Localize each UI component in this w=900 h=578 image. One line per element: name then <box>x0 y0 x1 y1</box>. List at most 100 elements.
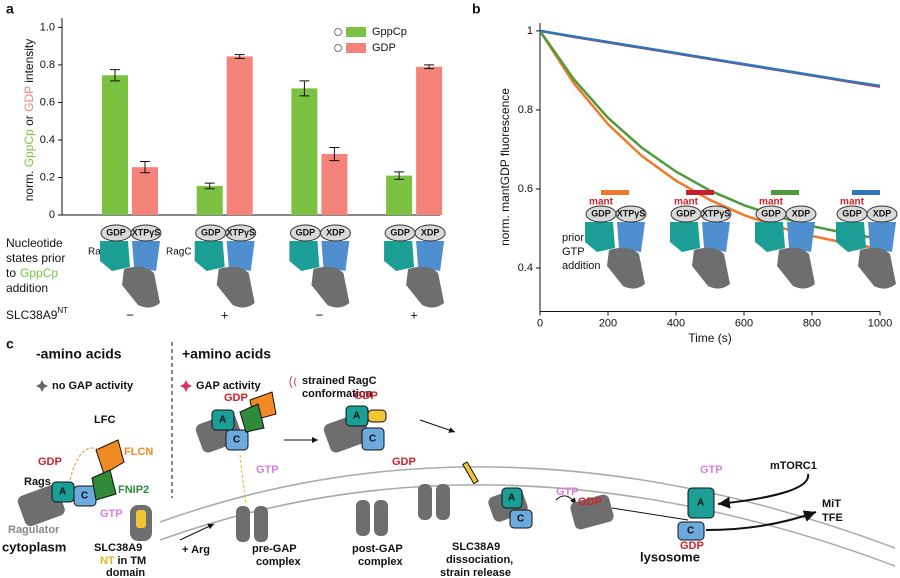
panel-label: b <box>472 1 481 17</box>
slc38a9 <box>254 506 268 542</box>
label: complex <box>358 556 404 568</box>
mant-label: mant <box>589 197 614 208</box>
ragc <box>868 222 896 252</box>
label-part: or <box>22 112 36 129</box>
ragc <box>416 241 445 271</box>
label: GDP <box>354 390 378 402</box>
condition: +amino acids <box>182 346 271 362</box>
arrow <box>705 510 817 531</box>
key-label: strained RagC <box>302 375 377 387</box>
inset-note: GTP <box>562 246 585 258</box>
label: post-GAP <box>352 543 403 555</box>
label: FNIP2 <box>118 484 149 496</box>
key-label: GAP activity <box>196 380 261 392</box>
ragc <box>321 241 350 271</box>
label: LFC <box>94 414 115 426</box>
nucleotide-oval <box>319 224 351 242</box>
mant-label: mant <box>759 197 784 208</box>
label: FLCN <box>124 446 153 458</box>
label: GDP <box>680 540 704 552</box>
ragulator <box>858 247 896 289</box>
panel-label: c <box>6 336 14 352</box>
label: GDP <box>38 456 62 468</box>
nucleotide-label: XTPγS <box>617 208 646 218</box>
panel-label: a <box>6 1 14 17</box>
nucleotide-oval <box>615 205 647 223</box>
label-part: GppCp <box>22 129 36 167</box>
ragulator <box>406 266 445 308</box>
bar <box>196 185 223 215</box>
label: complex <box>256 556 302 568</box>
link <box>239 454 247 505</box>
label: GTP <box>256 464 279 476</box>
raga <box>100 241 130 271</box>
bar <box>226 56 253 215</box>
flcn <box>95 439 125 475</box>
y-axis-label: norm. GppCp or GDP intensity <box>22 39 36 202</box>
arrow <box>555 495 577 505</box>
label: SLC38A9 <box>452 541 500 553</box>
label-part: intensity <box>22 39 36 86</box>
label: dissociation, <box>446 554 513 566</box>
nucleotide-label: GDP <box>761 208 781 218</box>
row-label-main: SLC38A9 <box>6 308 58 322</box>
label: GTP <box>700 464 723 476</box>
label: pre-GAP <box>252 543 297 555</box>
x-tick-label: 600 <box>735 317 753 329</box>
row-label-sup: NT <box>57 306 68 315</box>
x-tick-label: 1000 <box>868 317 892 329</box>
bar <box>132 167 158 215</box>
error-bar <box>394 171 405 180</box>
ragc <box>225 429 249 451</box>
label: NT in TM <box>100 555 146 567</box>
subunit-letter: A <box>59 487 66 498</box>
subunit-letter: C <box>369 434 376 445</box>
slc38a9 <box>436 484 450 520</box>
legend-swatch <box>686 190 714 195</box>
category-label: − <box>316 307 324 322</box>
ragulator <box>570 494 614 530</box>
nucleotide-oval <box>225 224 257 242</box>
ragc <box>132 241 160 271</box>
x-tick-label: 0 <box>537 317 543 329</box>
label-part: NT <box>100 555 115 567</box>
mant-label: mant <box>674 197 699 208</box>
data-line <box>539 29 881 88</box>
raga <box>289 241 320 271</box>
label: GTP <box>556 486 579 498</box>
icon <box>180 380 192 392</box>
label: + Arg <box>182 544 210 556</box>
nucleotide-label: XTPγS <box>226 227 255 237</box>
legend-swatch <box>852 190 880 195</box>
ragc <box>677 521 705 541</box>
raga <box>501 487 523 509</box>
legend-marker <box>334 28 342 36</box>
y-tick-label: 0 <box>49 209 55 221</box>
label: Rags <box>24 476 51 488</box>
nucleotide-oval <box>866 205 898 223</box>
data-line <box>538 30 881 250</box>
ragc <box>702 222 730 252</box>
label: strain release <box>440 567 511 578</box>
nucleotide-label: GDP <box>201 227 221 237</box>
label: GDP <box>392 456 416 468</box>
legend-label: GppCp <box>372 26 407 38</box>
row-label: SLC38A9NT <box>6 306 68 322</box>
ragc <box>226 241 255 271</box>
arrow <box>717 473 810 509</box>
nucleotide-label: GDP <box>296 227 316 237</box>
y-tick-label: 0.8 <box>518 104 533 116</box>
ragulator <box>777 247 815 289</box>
category-label: − <box>126 307 134 322</box>
raga <box>687 487 715 519</box>
y-tick-label: 0.4 <box>518 262 533 274</box>
label-part: norm. <box>22 167 36 201</box>
bar <box>291 88 318 215</box>
membrane <box>159 466 896 549</box>
subunit-letter: A <box>508 493 515 504</box>
slc38a9 <box>356 500 370 536</box>
label: Ragulator <box>8 524 60 536</box>
subunit-letter: C <box>687 526 694 537</box>
slc38a9 <box>236 506 250 542</box>
